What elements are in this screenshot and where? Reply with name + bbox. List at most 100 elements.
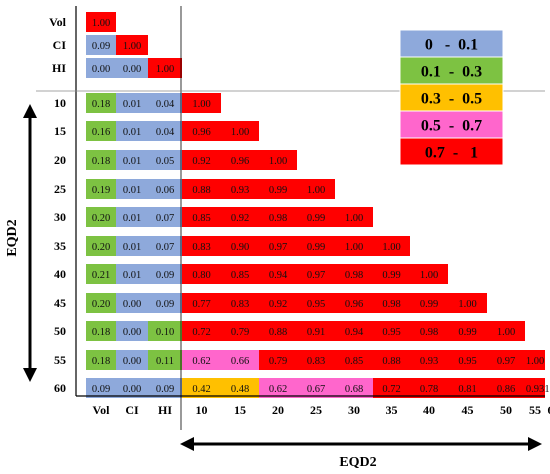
column-label: CI — [125, 403, 139, 417]
heatmap-cell — [373, 264, 410, 284]
cell-value-label: 0.19 — [92, 185, 110, 196]
heatmap-cell — [86, 93, 116, 113]
heatmap-cell — [182, 179, 221, 199]
heatmap-cell — [182, 350, 221, 370]
heatmap-cell — [259, 150, 297, 170]
cell-value-label: 1.00 — [544, 384, 550, 395]
heatmap-cell — [221, 378, 259, 398]
heatmap-cell — [487, 350, 525, 370]
cell-value-label: 0.85 — [231, 270, 249, 281]
row-label: 50 — [54, 324, 66, 338]
heatmap-cell — [373, 293, 410, 313]
legend-swatch — [399, 56, 504, 85]
column-label: 15 — [234, 403, 246, 417]
heatmap-cell — [487, 321, 525, 341]
row-label: 30 — [54, 210, 66, 224]
cell-value-label: 0.79 — [269, 356, 287, 367]
heatmap-cell — [86, 293, 116, 313]
row-label: 10 — [54, 96, 66, 110]
heatmap-cell — [221, 321, 259, 341]
y-axis-title: EQD2 — [5, 219, 20, 256]
heatmap-cell — [259, 293, 297, 313]
cell-value-label: 0.00 — [123, 299, 141, 310]
heatmap-cell — [86, 58, 116, 78]
cell-value-label: 0.99 — [420, 299, 438, 310]
cell-value-label: 1.00 — [92, 18, 110, 29]
heatmap-cell — [373, 236, 410, 256]
legend-label: 0.7 - 1 — [425, 145, 478, 162]
heatmap-cell — [116, 121, 148, 141]
legend-swatch — [399, 137, 504, 166]
heatmap-cell — [148, 207, 182, 227]
cell-value-label: 0.96 — [192, 127, 210, 138]
heatmap-cell — [148, 293, 182, 313]
heatmap-cell — [182, 121, 221, 141]
heatmap-cell — [148, 321, 182, 341]
heatmap-cell — [116, 35, 148, 55]
legend: 0 - 0.1 0.1 - 0.3 0.3 - 0.5 0.5 - 0.7 0.7 - … — [399, 29, 504, 166]
cell-value-label: 0.93 — [420, 356, 438, 367]
cell-value-label: 0.42 — [192, 384, 210, 395]
heatmap-cell — [116, 236, 148, 256]
cell-value-label: 0.99 — [382, 270, 400, 281]
x-axis-arrow — [180, 437, 542, 451]
cell-value-label: 1.00 — [382, 242, 400, 253]
cell-value-label: 0.98 — [269, 213, 287, 224]
heatmap-cell — [259, 264, 297, 284]
heatmap-cell — [148, 58, 182, 78]
cell-value-label: 1.00 — [458, 299, 476, 310]
cell-value-label: 0.00 — [123, 64, 141, 75]
heatmap-cell — [116, 58, 148, 78]
heatmap-cell — [116, 293, 148, 313]
heatmap-cell — [297, 378, 335, 398]
column-label: HI — [158, 403, 172, 417]
heatmap-cell — [86, 207, 116, 227]
column-label: 45 — [462, 403, 474, 417]
col-labels: Vol CI HI 10 15 20 25 30 35 40 45 50 55 60 — [93, 403, 550, 417]
row-label: 55 — [54, 353, 66, 367]
heatmap-cell — [335, 321, 373, 341]
cell-value-label: 0.05 — [156, 156, 174, 167]
cell-value-label: 0.94 — [269, 270, 288, 281]
y-axis-arrow — [23, 104, 37, 382]
cell-value-label: 0.11 — [156, 356, 174, 367]
cell-value-label: 0.68 — [345, 384, 363, 395]
cell-value-label: 1.00 — [345, 242, 363, 253]
heatmap-cell — [221, 121, 259, 141]
column-label: 60 — [548, 403, 550, 417]
cell-value-label: 1.00 — [420, 270, 438, 281]
heatmap-cell — [448, 378, 487, 398]
heatmap-cell — [221, 207, 259, 227]
x-axis-title: EQD2 — [339, 455, 376, 470]
heatmap-cell — [182, 207, 221, 227]
cell-value-label: 0.98 — [420, 327, 438, 338]
heatmap-cell — [259, 321, 297, 341]
heatmap-cell — [182, 264, 221, 284]
cell-value-label: 0.09 — [92, 384, 110, 395]
heatmap-cell — [410, 378, 448, 398]
heatmap-cell — [86, 378, 116, 398]
cell-value-label: 0.67 — [307, 384, 325, 395]
heatmap-cell — [297, 350, 335, 370]
cell-value-label: 1.00 — [156, 64, 174, 75]
cell-value-label: 0.09 — [92, 41, 110, 52]
heatmap-cell — [525, 378, 545, 398]
heatmap-cell — [297, 321, 335, 341]
heatmap-cell — [259, 179, 297, 199]
cell-value-label: 0.99 — [307, 242, 325, 253]
cell-value-label: 0.20 — [92, 242, 110, 253]
heatmap-cell — [410, 264, 448, 284]
heatmap-cell — [86, 350, 116, 370]
heatmap-cell — [148, 264, 182, 284]
cell-value-label: 0.83 — [231, 299, 249, 310]
cell-value-label: 0.88 — [192, 185, 210, 196]
row-label: 20 — [54, 153, 66, 167]
heatmap-cell — [335, 207, 373, 227]
heatmap-cell — [297, 236, 335, 256]
heatmap-cell — [116, 264, 148, 284]
legend-label: 0.1 - 0.3 — [421, 64, 482, 81]
heatmap-cell — [86, 179, 116, 199]
cell-value-label: 0.83 — [192, 242, 210, 253]
heatmap-cell — [116, 150, 148, 170]
heatmap-cell — [297, 293, 335, 313]
